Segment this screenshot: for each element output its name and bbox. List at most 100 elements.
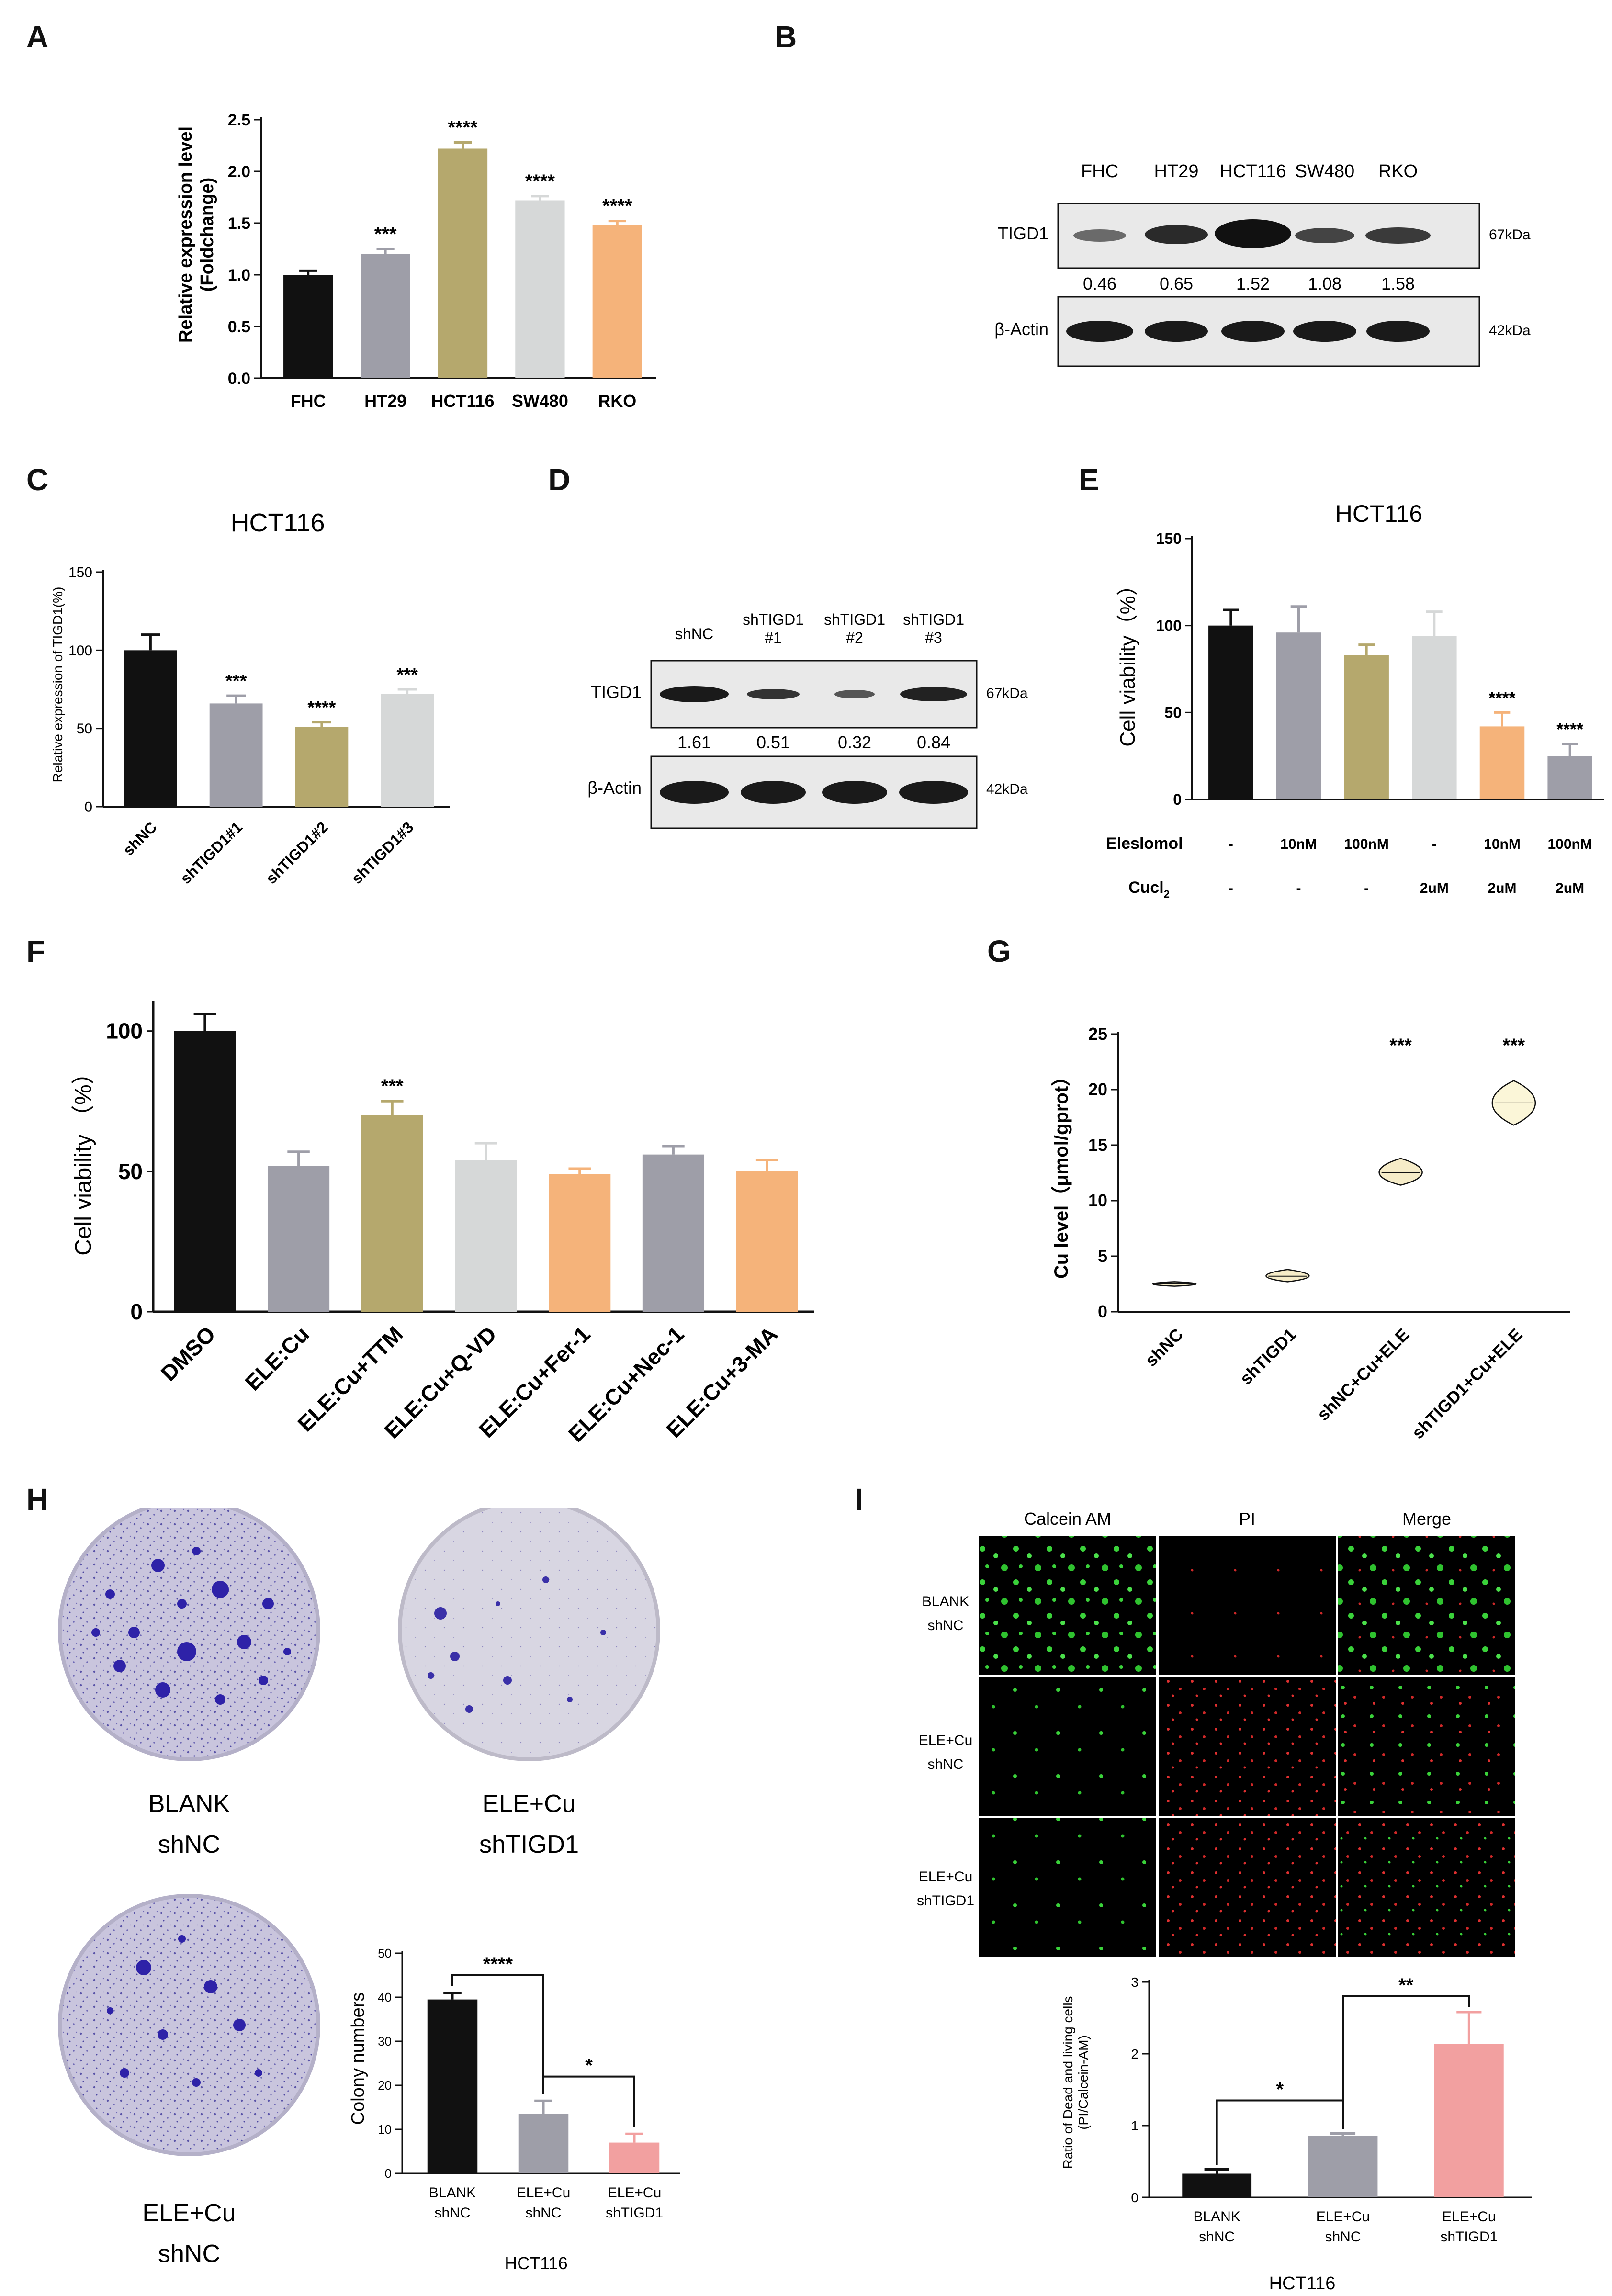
panel-b-band: [1366, 321, 1430, 342]
panel-f-bar: [267, 1166, 330, 1312]
panel-h-y-tick-label: 50: [378, 1946, 392, 1960]
panel-h-y-tick-label: 30: [378, 2034, 392, 2048]
panel-c-ylabel: Relative expression of TIGD1(%): [50, 587, 65, 783]
micrograph-pi-blank: [1159, 1536, 1336, 1675]
panel-c-x-label: shTIGD1#3: [348, 818, 417, 887]
plate-label: BLANK: [148, 1790, 230, 1818]
panel-c-significance: ***: [396, 665, 418, 685]
panel-h-bracket: [451, 1974, 544, 2094]
panel-h-xlabel: HCT116: [505, 2253, 567, 2273]
panel-f-ylabel: Cell viability （%）: [71, 1061, 96, 1255]
panel-i-letter: I: [855, 1482, 863, 1517]
panel-a-y-tick-label: 1.0: [228, 266, 250, 284]
panel-f-letter: F: [26, 934, 45, 968]
panel-h-bracket: [542, 2075, 635, 2127]
panel-e-treatment-eleslomol: 10nM: [1280, 836, 1317, 852]
panel-b-band: [1066, 321, 1133, 342]
panel-d-row1-kda: 67kDa: [986, 686, 1028, 701]
panel-a-y-tick-label: 0.0: [228, 370, 250, 388]
panel-e-row1-label: Eleslomol: [1106, 834, 1183, 853]
panel-i-x-label: shNC: [1325, 2229, 1361, 2245]
panel-i-bracket: [1342, 1995, 1470, 2129]
panel-i-row-label: shTIGD1: [917, 1893, 974, 1909]
panel-h-bar: [609, 2142, 660, 2173]
panel-a-ylabel-line2: (Foldchange): [197, 178, 217, 292]
plate-label: shNC: [158, 1831, 220, 1858]
panel-d-lane: #2: [846, 629, 863, 646]
panel-e-significance: ****: [1488, 688, 1515, 708]
panel-d-western-blot: shNC shTIGD1 #1 shTIGD1 #2 shTIGD1 #3 TI…: [587, 611, 1028, 829]
panel-a-x-label: FHC: [291, 391, 326, 411]
panel-d-quant: 0.84: [917, 732, 950, 752]
plate-label: shTIGD1: [479, 1831, 579, 1858]
panel-b-band: [1145, 321, 1208, 342]
panel-i-x-label: shNC: [1199, 2229, 1235, 2245]
panel-b-quant: 1.58: [1381, 274, 1415, 293]
panel-i-col-header: PI: [1239, 1509, 1255, 1529]
micrograph-pi-elecu-shnc: [1159, 1677, 1336, 1816]
panel-f-y-tick-label: 50: [118, 1159, 143, 1184]
panel-a-y-tick-label: 2.5: [228, 111, 250, 129]
panel-e-row2-label: Cucl2: [1128, 878, 1170, 900]
panel-i-y-tick-label: 1: [1131, 2118, 1139, 2133]
panel-g-chart: Cu level（μmol/gprot） 0 5 10 15 20 25 shNC shTIG…: [1051, 1024, 1570, 1443]
panel-a-bar: [592, 225, 642, 378]
panel-f-bar: [174, 1031, 236, 1312]
panel-e-treatment-eleslomol: -: [1229, 836, 1233, 852]
panel-e-bar: [1276, 632, 1321, 799]
panel-a-x-label: HT29: [364, 391, 406, 411]
panel-d-lane: shTIGD1: [824, 611, 885, 628]
panel-d-lane: shTIGD1: [903, 611, 964, 628]
panel-b-lane-ht29: HT29: [1154, 161, 1199, 181]
panel-h-chart: Colony numbers HCT116 0 10 20 30 40 50 BLANK sh…: [348, 1946, 680, 2273]
panel-h-ylabel: Colony numbers: [348, 1992, 368, 2125]
panel-i-bar: [1182, 2173, 1252, 2197]
panel-i-col-header: Merge: [1402, 1509, 1451, 1529]
panel-h-bracket-label: ****: [483, 1954, 513, 1975]
panel-e-treatment-eleslomol: 100nM: [1344, 836, 1388, 852]
panel-e-treatment-cucl2: 2uM: [1556, 880, 1584, 896]
panel-a-bar: [361, 254, 410, 378]
panel-g-y-tick-label: 10: [1088, 1191, 1107, 1210]
plate-colonies: [91, 1547, 291, 1705]
plate-elecu-shnc: [58, 1894, 320, 2156]
panel-g-x-label: shNC: [1141, 1325, 1186, 1370]
panel-c-x-label: shNC: [120, 818, 160, 859]
panel-e-treatment-cucl2: 2uM: [1488, 880, 1517, 896]
panel-h-bar: [427, 1999, 478, 2173]
panel-g-violin: [1265, 1269, 1310, 1283]
panel-a-bar: [283, 275, 333, 378]
plate-label: ELE+Cu: [142, 2199, 236, 2227]
panel-a-y-tick-label: 1.5: [228, 214, 250, 233]
panel-b-band: [1295, 228, 1354, 243]
panel-b-quant: 1.52: [1236, 274, 1270, 293]
panel-g-violin: [1378, 1158, 1423, 1186]
panel-e-treatment-cucl2: -: [1364, 880, 1369, 896]
panel-i-bar: [1434, 2044, 1504, 2197]
micrograph-calcein-elecu-shtigd1: [979, 1818, 1156, 1957]
panel-a-bar: [438, 148, 488, 378]
plate-label: ELE+Cu: [482, 1790, 575, 1818]
panel-i-bracket-label: **: [1398, 1975, 1414, 1996]
panel-d-band: [900, 687, 967, 701]
panel-f-bar: [642, 1154, 705, 1312]
plate-colonies: [428, 1576, 606, 1713]
panel-a-significance: ****: [525, 171, 555, 192]
plate-blank-shnc: [58, 1508, 320, 1761]
panel-f-x-label: ELE:Cu: [240, 1321, 314, 1395]
panel-h-x-label: shNC: [434, 2205, 470, 2221]
panel-b-row1-label: TIGD1: [998, 224, 1048, 243]
panel-h-y-tick-label: 10: [378, 2122, 392, 2137]
panel-c-y-tick-label: 50: [77, 721, 92, 737]
micrograph-calcein-blank: [979, 1536, 1156, 1675]
panel-e-bar: [1412, 636, 1457, 799]
panel-h-bracket-label: *: [585, 2055, 593, 2076]
panel-b-band: [1365, 227, 1431, 244]
panel-b-band: [1145, 225, 1208, 244]
panel-d-lane: shNC: [675, 625, 713, 642]
panel-g-y-tick-label: 5: [1098, 1246, 1107, 1266]
panel-c-bar: [209, 703, 263, 807]
panel-e-treatment-cucl2: -: [1229, 880, 1233, 896]
panel-i-bar: [1308, 2136, 1378, 2197]
panel-g-ylabel: Cu level（μmol/gprot）: [1051, 1067, 1072, 1279]
